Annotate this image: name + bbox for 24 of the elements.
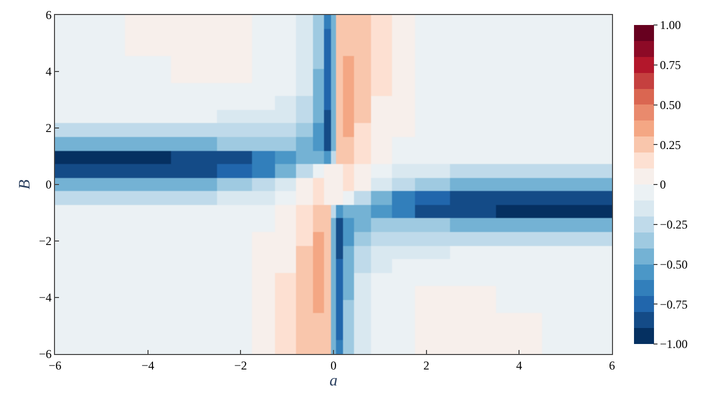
color-bar-label: −0.25 — [660, 218, 688, 232]
y-tick-label: 2 — [46, 121, 52, 136]
y-tick-label: 0 — [46, 178, 52, 192]
y-tick-label: −2 — [38, 234, 52, 248]
color-bar-label: 1.00 — [660, 18, 681, 32]
x-tick-label: 0 — [330, 358, 336, 372]
color-bar-label: −0.75 — [660, 297, 688, 312]
y-tick-label: −4 — [38, 290, 52, 305]
color-bar-label: 0.50 — [660, 98, 681, 112]
color-bar-label: 0 — [660, 178, 666, 192]
x-tick-label: −4 — [141, 358, 154, 372]
x-tick-label: −2 — [234, 358, 248, 372]
y-tick-label: −6 — [38, 347, 52, 362]
x-tick-label: 2 — [423, 358, 430, 372]
color-bar-label: 0.25 — [660, 138, 681, 152]
y-tick-label: 4 — [46, 64, 52, 79]
y-tick-label: 6 — [46, 8, 52, 22]
x-tick-label: 4 — [516, 358, 522, 372]
x-tick-label: 6 — [609, 358, 615, 372]
x-axis-title: a — [330, 372, 338, 390]
color-bar-label: 0.75 — [660, 58, 681, 72]
y-axis-title: B — [16, 179, 34, 190]
color-bar-label: −0.50 — [660, 257, 688, 272]
color-bar-label: −1.00 — [660, 337, 688, 352]
